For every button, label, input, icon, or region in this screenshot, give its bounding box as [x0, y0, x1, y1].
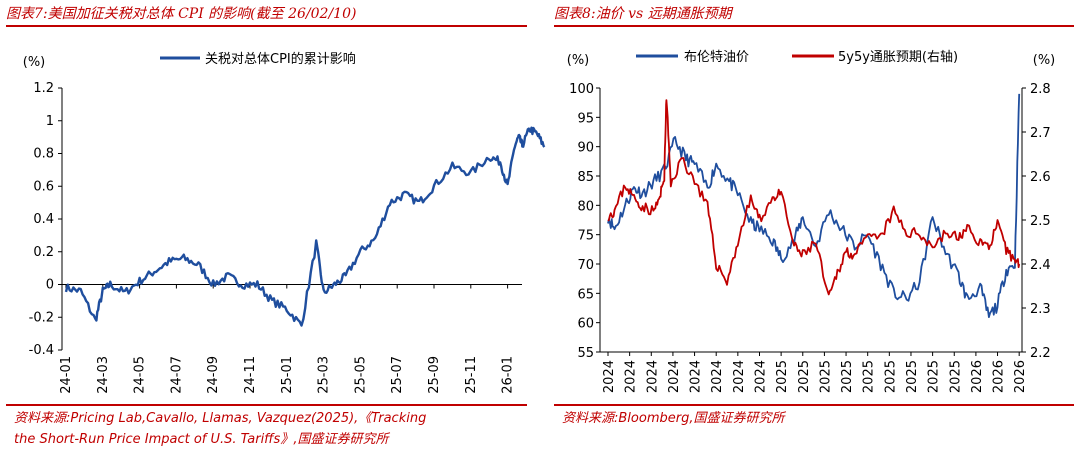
right-x-tick-label: 2025	[948, 360, 963, 393]
left-y-tick-label: 0.4	[33, 212, 54, 227]
right-chart-panel: 图表8:油价 vs 远期通胀预期 (%) (%) 100 95 90 85 80 75 70 65…	[548, 0, 1080, 458]
left-legend-label: 关税对总体CPI的累计影响	[205, 51, 356, 67]
left-x-tick-label: 24-11	[243, 356, 258, 394]
right-y-left-tick-label: 65	[577, 287, 594, 302]
left-x-tick-label: 24-03	[96, 356, 111, 394]
left-chart-panel: 图表7:美国加征关税对总体 CPI 的影响(截至 26/02/10) (%) 1.…	[6, 6, 546, 450]
right-x-tick-label: 2026	[970, 360, 985, 393]
right-title-rule	[554, 25, 1074, 27]
left-source-line2: the Short-Run Price Impact of U.S. Tarif…	[14, 432, 389, 447]
left-series-line	[64, 126, 546, 327]
right-x-tick-label: 2024	[624, 360, 639, 393]
right-x-tick-label: 2026	[992, 360, 1007, 393]
right-y-right-tick-label: 2.6	[1030, 170, 1051, 185]
right-legend-infl-label: 5y5y通胀预期(右轴)	[838, 50, 958, 65]
left-chart-plot: (%) 1.2 1 0.8 0.6 0.4 0.2 0 -0.2 -0.4 24-01 24-03 24…	[23, 51, 546, 394]
left-x-tick-label: 25-07	[390, 356, 405, 394]
left-x-tick-label: 24-01	[59, 356, 74, 394]
right-x-tick-label: 2024	[710, 360, 725, 393]
right-source-rule	[554, 404, 1074, 406]
right-source-text: 资料来源:Bloomberg,国盛证券研究所	[562, 411, 785, 426]
left-x-tick-label: 25-05	[353, 356, 368, 394]
right-x-tick-label: 2026	[1013, 360, 1028, 393]
right-x-tick-label: 2024	[667, 360, 682, 393]
right-y-right-axis-label: (%)	[1033, 53, 1056, 68]
left-x-tick-label: 25-11	[464, 356, 479, 394]
right-y-left-tick-label: 70	[577, 258, 594, 273]
left-y-tick-label: 1.2	[33, 81, 54, 96]
right-y-left-tick-label: 90	[577, 141, 594, 156]
right-y-right-tick-label: 2.8	[1030, 82, 1051, 97]
right-y-left-tick-label: 60	[577, 317, 594, 332]
right-y-right-tick-label: 2.7	[1030, 126, 1051, 141]
left-source-rule	[6, 404, 527, 406]
left-source-line1: 资料来源:Pricing Lab,Cavallo, Llamas, Vazque…	[14, 411, 427, 426]
left-y-tick-label: 1	[46, 114, 54, 129]
left-x-tick-label: 24-09	[206, 356, 221, 394]
right-x-tick-label: 2024	[645, 360, 660, 393]
right-y-left-tick-label: 55	[577, 346, 594, 361]
right-x-tick-label: 2024	[689, 360, 704, 393]
right-y-left-tick-label: 95	[577, 111, 594, 126]
left-chart-title: 图表7:美国加征关税对总体 CPI 的影响(截至 26/02/10)	[6, 6, 357, 22]
right-x-tick-label: 2025	[818, 360, 833, 393]
right-x-tick-label: 2025	[840, 360, 855, 393]
right-x-tick-label: 2025	[775, 360, 790, 393]
right-x-tick-label: 2025	[862, 360, 877, 393]
right-x-tick-label: 2025	[797, 360, 812, 393]
right-oil-series-line	[607, 93, 1021, 318]
left-y-tick-label: 0.2	[33, 245, 54, 260]
right-y-left-tick-label: 85	[577, 170, 594, 185]
left-x-tick-label: 24-07	[169, 356, 184, 394]
right-x-tick-label: 2024	[753, 360, 768, 393]
right-x-tick-label: 2025	[927, 360, 942, 393]
left-y-axis-label: (%)	[23, 55, 46, 70]
right-y-left-tick-label: 75	[577, 229, 594, 244]
left-x-tick-label: 25-09	[427, 356, 442, 394]
left-title-rule	[6, 25, 527, 27]
left-x-tick-label: 25-03	[317, 356, 332, 394]
right-y-left-tick-label: 100	[569, 82, 594, 97]
right-legend-oil-label: 布伦特油价	[684, 50, 749, 65]
left-x-tick-label: 24-05	[133, 356, 148, 394]
right-y-left-tick-label: 80	[577, 199, 594, 214]
right-x-tick-label: 2024	[732, 360, 747, 393]
right-y-right-tick-label: 2.2	[1030, 346, 1051, 361]
right-x-tick-label: 2024	[602, 360, 617, 393]
right-chart-plot: (%) (%) 100 95 90 85 80 75 70 65 60 55 2.8 2.7 2.6 2.5 2…	[567, 50, 1056, 393]
right-chart-title: 图表8:油价 vs 远期通胀预期	[554, 6, 732, 22]
right-x-tick-label: 2025	[883, 360, 898, 393]
right-inflation-series-line	[607, 99, 1021, 296]
left-x-tick-label: 26-01	[501, 356, 516, 394]
left-y-tick-label: 0.8	[33, 147, 54, 162]
left-x-tick-label: 25-01	[280, 356, 295, 394]
left-y-tick-label: -0.4	[29, 343, 54, 358]
left-y-tick-label: 0	[46, 278, 54, 293]
right-y-right-tick-label: 2.5	[1030, 214, 1051, 229]
left-y-tick-label: -0.2	[29, 310, 54, 325]
right-y-right-tick-label: 2.3	[1030, 302, 1051, 317]
right-x-tick-label: 2025	[905, 360, 920, 393]
right-y-right-tick-label: 2.4	[1030, 258, 1051, 273]
left-source-text: 资料来源:Pricing Lab,Cavallo, Llamas, Vazque…	[14, 408, 426, 450]
right-y-left-axis-label: (%)	[567, 53, 590, 68]
left-y-tick-label: 0.6	[33, 179, 54, 194]
